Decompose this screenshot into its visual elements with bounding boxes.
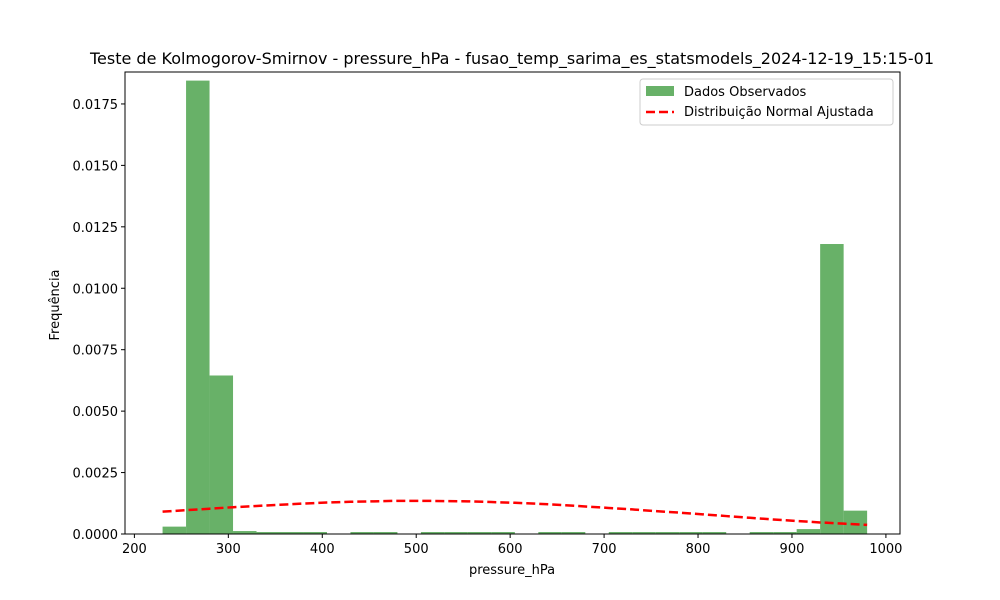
legend-label-normal: Distribuição Normal Ajustada: [684, 105, 874, 120]
histogram-bar: [702, 532, 727, 534]
legend-box: [639, 78, 894, 126]
histogram-bar: [820, 244, 844, 534]
histogram-bar: [303, 532, 327, 534]
histogram-bar: [162, 526, 187, 534]
histogram-bar: [420, 532, 445, 534]
plot-frame: [124, 71, 901, 535]
chart-title: Teste de Kolmogorov-Smirnov - pressure_h…: [89, 49, 934, 69]
y-axis-label: Frequência: [48, 269, 63, 340]
legend: Dados Observados Distribuição Normal Ajus…: [639, 78, 894, 126]
x-tick-label: 700: [592, 542, 617, 557]
y-tick-label: 0.0025: [73, 467, 119, 482]
histogram-bar: [186, 80, 210, 534]
histogram-bar: [280, 532, 304, 534]
y-tick-label: 0.0100: [73, 282, 119, 297]
histogram-bar: [679, 532, 703, 534]
histogram-bar: [608, 532, 633, 534]
y-tick-label: 0.0075: [73, 344, 119, 359]
histogram-bar: [233, 531, 257, 534]
y-tick-label: 0.0000: [73, 528, 119, 543]
x-tick-label: 600: [498, 542, 523, 557]
histogram-bar: [256, 532, 280, 534]
normal-distribution-line: [162, 499, 868, 527]
x-tick-label: 800: [686, 542, 711, 557]
histogram-bar: [843, 510, 868, 534]
y-tick-label: 0.0175: [73, 98, 119, 113]
x-tick-label: 1000: [869, 542, 902, 557]
x-tick-label: 200: [122, 542, 147, 557]
x-tick-label: 900: [780, 542, 805, 557]
legend-swatch-observed: [646, 86, 674, 96]
plot-area: 200 300 400 500 600 700 800 900 1000 0.0000 0.0025…: [73, 71, 902, 557]
histogram-bar: [773, 532, 797, 534]
y-tick-label: 0.0050: [73, 405, 119, 420]
x-axis-label: pressure_hPa: [469, 563, 555, 578]
histogram-bar: [350, 532, 374, 534]
histogram-bar: [491, 532, 515, 534]
histogram-bar: [632, 532, 656, 534]
legend-label-observed: Dados Observados: [684, 85, 807, 100]
x-tick-label: 400: [310, 542, 335, 557]
x-tick-label: 300: [216, 542, 241, 557]
histogram-bar: [373, 532, 398, 534]
histogram-bar: [749, 532, 774, 534]
histogram-bar: [444, 532, 468, 534]
histogram-bar: [209, 375, 234, 534]
x-tick-label: 500: [404, 542, 429, 557]
histogram-bar: [796, 529, 821, 534]
histogram-bar: [655, 532, 680, 534]
histogram-bar: [561, 532, 586, 534]
y-tick-label: 0.0125: [73, 221, 119, 236]
histogram-bar: [538, 532, 562, 534]
y-tick-label: 0.0150: [73, 159, 119, 174]
histogram-bar: [467, 532, 492, 534]
